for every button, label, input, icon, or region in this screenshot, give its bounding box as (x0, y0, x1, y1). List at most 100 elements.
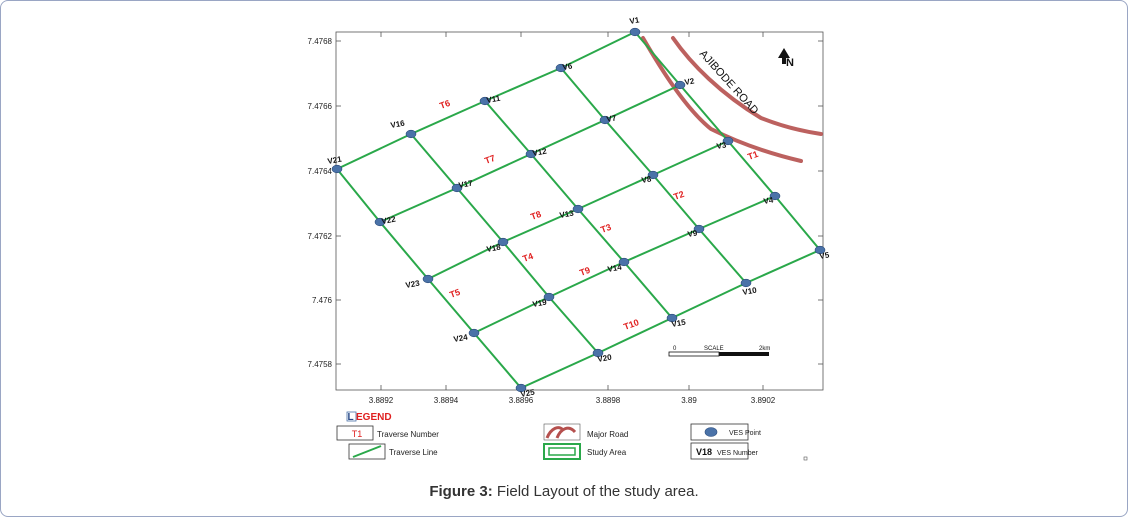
ves-point-marker (543, 292, 555, 302)
legend-ves-number-box (690, 442, 749, 460)
traverse-labels: T1 T2 T3 T4 T5 T6 T7 T8 T9 T10 (438, 98, 759, 332)
ves-label: V2 (684, 76, 696, 87)
ves-point-marker (468, 328, 480, 338)
ves-label: V10 (742, 286, 758, 297)
ves-label: V25 (520, 388, 536, 399)
x-tick-labels: 3.8892 3.8894 3.8896 3.8898 3.89 3.8902 (369, 396, 776, 405)
north-arrow-icon (778, 48, 790, 64)
ves-label: V15 (671, 318, 687, 329)
legend-study-area-text: Study Area (587, 448, 627, 457)
ves-labels: V1 V2 V3 V4 V5 V6 V7 V8 V9 V10 V11 V12 V13 V14 V15 V16 V… (327, 15, 831, 399)
figure-caption: Figure 3: Field Layout of the study area… (0, 483, 1128, 500)
traverse-label: T10 (622, 317, 640, 332)
ves-point-marker (592, 348, 604, 358)
traverse-label: T7 (483, 153, 496, 166)
legend-traverse-number-text: Traverse Number (377, 430, 439, 439)
y-tick-label: 7.4762 (308, 232, 333, 241)
y-tick-label: 7.4768 (308, 37, 333, 46)
ves-label: V7 (606, 113, 618, 124)
ves-point-marker (674, 80, 686, 90)
legend-road-sample (545, 426, 577, 439)
x-tick-label: 3.8896 (509, 396, 534, 405)
ves-label: V5 (819, 250, 831, 261)
ves-point-marker (814, 245, 826, 255)
traverse-label: T3 (599, 222, 612, 235)
ves-point-marker (422, 274, 434, 284)
ves-point-marker (497, 237, 509, 247)
ves-point-marker (666, 313, 678, 323)
x-tick-label: 3.8902 (751, 396, 776, 405)
ves-point-marker (515, 383, 527, 393)
scale-bar: 0 SCALE 2km (668, 346, 770, 357)
traverse-label: T4 (521, 251, 534, 264)
ves-point-marker (769, 191, 781, 201)
ves-point-marker (331, 164, 343, 174)
ves-label: V19 (532, 298, 548, 309)
ves-point-marker (647, 170, 659, 180)
caption-label: Figure 3: (429, 483, 493, 500)
ves-label: V17 (458, 179, 474, 190)
scale-label: SCALE (704, 346, 724, 352)
field-layout-map: 7.4768 7.4766 7.4764 7.4762 7.476 7.4758 3.88… (308, 15, 831, 461)
ves-label: V6 (562, 61, 574, 72)
ves-point-marker (555, 63, 567, 73)
north-label: N (786, 57, 794, 69)
ves-label: V20 (597, 353, 613, 364)
traverse-label: T6 (438, 98, 451, 111)
y-tick-label: 7.4764 (308, 167, 333, 176)
legend-traverse-number-box (336, 425, 374, 441)
scale-end: 2km (759, 346, 770, 352)
traverse-label: T8 (529, 209, 542, 222)
traverse-label: T1 (746, 149, 759, 162)
legend-traverse-line-text: Traverse Line (389, 448, 438, 457)
ves-label: V14 (607, 263, 623, 274)
north-arrow: N (778, 48, 794, 69)
ves-point-marker (629, 27, 641, 37)
legend-road-text: Major Road (587, 430, 628, 439)
ves-point-marker (693, 224, 705, 234)
y-tick-label: 7.4766 (308, 102, 333, 111)
legend-traverse-line-sample (352, 445, 382, 458)
y-tick-label: 7.476 (312, 296, 333, 305)
ves-point-marker (525, 149, 537, 159)
ves-label: V9 (687, 228, 699, 239)
x-tick-label: 3.8898 (596, 396, 621, 405)
x-tick-label: 3.8892 (369, 396, 394, 405)
x-tick-label: 3.89 (681, 396, 697, 405)
legend-ves-point-box (690, 423, 749, 441)
ves-label: V21 (327, 155, 343, 166)
traverse-label: T2 (672, 189, 685, 202)
legend: L EGEND T1 Traverse Number Traverse Line… (336, 411, 808, 461)
ves-label: V22 (381, 215, 397, 226)
ves-point-marker (722, 136, 734, 146)
y-tick-labels: 7.4768 7.4766 7.4764 7.4762 7.476 7.4758 (308, 37, 333, 369)
caption-text: Field Layout of the study area. (492, 483, 699, 500)
legend-ves-number-sample: V18 (696, 447, 712, 457)
ves-point-marker (451, 183, 463, 193)
ves-point-marker (572, 204, 584, 214)
legend-traverse-number-sample: T1 (352, 429, 363, 439)
traverse-label: T5 (448, 287, 461, 300)
ves-label: V11 (486, 94, 502, 105)
ves-points (331, 27, 826, 393)
ves-label: V12 (532, 147, 548, 158)
ves-label: V13 (559, 209, 575, 220)
ves-point-marker (740, 278, 752, 288)
legend-title-initial: L (348, 412, 354, 423)
ves-label: V16 (390, 119, 406, 130)
legend-title-box (346, 411, 357, 422)
legend-ves-point-text: VES Point (729, 430, 761, 437)
ves-label: V1 (629, 15, 641, 26)
ves-label: V8 (641, 174, 653, 185)
ves-point-marker (479, 96, 491, 106)
ves-point-marker (405, 129, 417, 139)
ves-label: V4 (763, 195, 775, 206)
field-layout-figure: 7.4768 7.4766 7.4764 7.4762 7.476 7.4758 3.88… (291, 14, 836, 464)
x-tick-label: 3.8894 (434, 396, 459, 405)
ves-label: V24 (453, 333, 469, 344)
ves-label: V18 (486, 243, 502, 254)
scale-start: 0 (673, 346, 677, 352)
ves-label: V23 (405, 279, 421, 290)
ves-point-marker (618, 257, 630, 267)
traverse-label: T9 (578, 265, 591, 278)
